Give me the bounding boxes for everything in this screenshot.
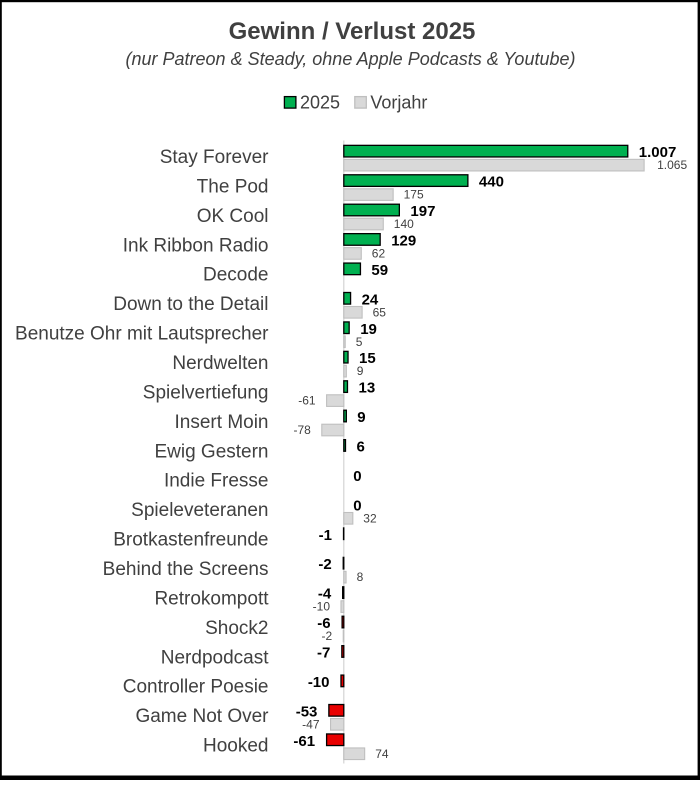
svg-text:Retrokompott: Retrokompott (154, 588, 269, 609)
svg-text:Spielvertiefung: Spielvertiefung (143, 382, 269, 403)
svg-text:-78: -78 (293, 423, 311, 437)
svg-text:-10: -10 (308, 674, 330, 691)
svg-text:Stay Forever: Stay Forever (160, 147, 269, 168)
svg-text:9: 9 (357, 409, 365, 426)
svg-text:The Pod: The Pod (197, 176, 269, 197)
svg-text:-61: -61 (293, 733, 315, 750)
svg-text:129: 129 (391, 233, 416, 250)
svg-text:-47: -47 (302, 717, 320, 731)
svg-text:Spieleveteranen: Spieleveteranen (131, 500, 268, 521)
svg-text:0: 0 (353, 468, 361, 485)
svg-text:Game Not Over: Game Not Over (135, 706, 269, 727)
svg-text:1.065: 1.065 (657, 158, 687, 172)
svg-text:Indie Fresse: Indie Fresse (164, 471, 269, 492)
svg-text:-7: -7 (317, 645, 330, 662)
svg-text:Nerdwelten: Nerdwelten (172, 353, 268, 374)
svg-text:9: 9 (357, 364, 364, 378)
svg-text:74: 74 (375, 747, 389, 761)
svg-text:Nerdpodcast: Nerdpodcast (161, 647, 269, 668)
svg-text:0: 0 (353, 497, 361, 514)
svg-text:-2: -2 (322, 629, 333, 643)
svg-text:13: 13 (359, 380, 376, 397)
svg-text:19: 19 (360, 321, 377, 338)
svg-text:2025: 2025 (300, 93, 340, 113)
svg-text:59: 59 (371, 262, 388, 279)
svg-text:5: 5 (356, 335, 363, 349)
svg-text:Ewig Gestern: Ewig Gestern (154, 441, 268, 462)
svg-text:6: 6 (357, 439, 365, 456)
svg-text:440: 440 (479, 174, 504, 191)
svg-text:-1: -1 (319, 527, 332, 544)
svg-text:32: 32 (363, 511, 377, 525)
svg-text:197: 197 (410, 203, 435, 220)
svg-text:Insert Moin: Insert Moin (175, 412, 269, 433)
svg-text:(nur Patreon & Steady, ohne Ap: (nur Patreon & Steady, ohne Apple Podcas… (126, 49, 576, 69)
svg-text:Brotkastenfreunde: Brotkastenfreunde (113, 530, 268, 551)
svg-text:Behind the Screens: Behind the Screens (103, 559, 269, 580)
svg-text:-2: -2 (318, 556, 331, 573)
svg-text:Decode: Decode (203, 265, 269, 286)
svg-text:Vorjahr: Vorjahr (370, 93, 427, 113)
svg-text:Gewinn / Verlust 2025: Gewinn / Verlust 2025 (229, 18, 476, 45)
svg-text:-61: -61 (298, 394, 316, 408)
svg-text:8: 8 (357, 570, 364, 584)
svg-text:Down to the Detail: Down to the Detail (113, 294, 268, 315)
svg-text:Benutze Ohr mit Lautsprecher: Benutze Ohr mit Lautsprecher (15, 324, 269, 345)
svg-text:62: 62 (372, 247, 386, 261)
svg-text:65: 65 (373, 305, 387, 319)
svg-text:-10: -10 (313, 600, 331, 614)
svg-text:140: 140 (394, 217, 414, 231)
svg-text:Ink Ribbon Radio: Ink Ribbon Radio (123, 235, 269, 256)
svg-text:175: 175 (404, 188, 424, 202)
svg-text:Controller Poesie: Controller Poesie (123, 677, 269, 698)
svg-text:Hooked: Hooked (203, 736, 269, 757)
svg-text:Shock2: Shock2 (205, 618, 268, 639)
svg-text:OK Cool: OK Cool (197, 206, 269, 227)
